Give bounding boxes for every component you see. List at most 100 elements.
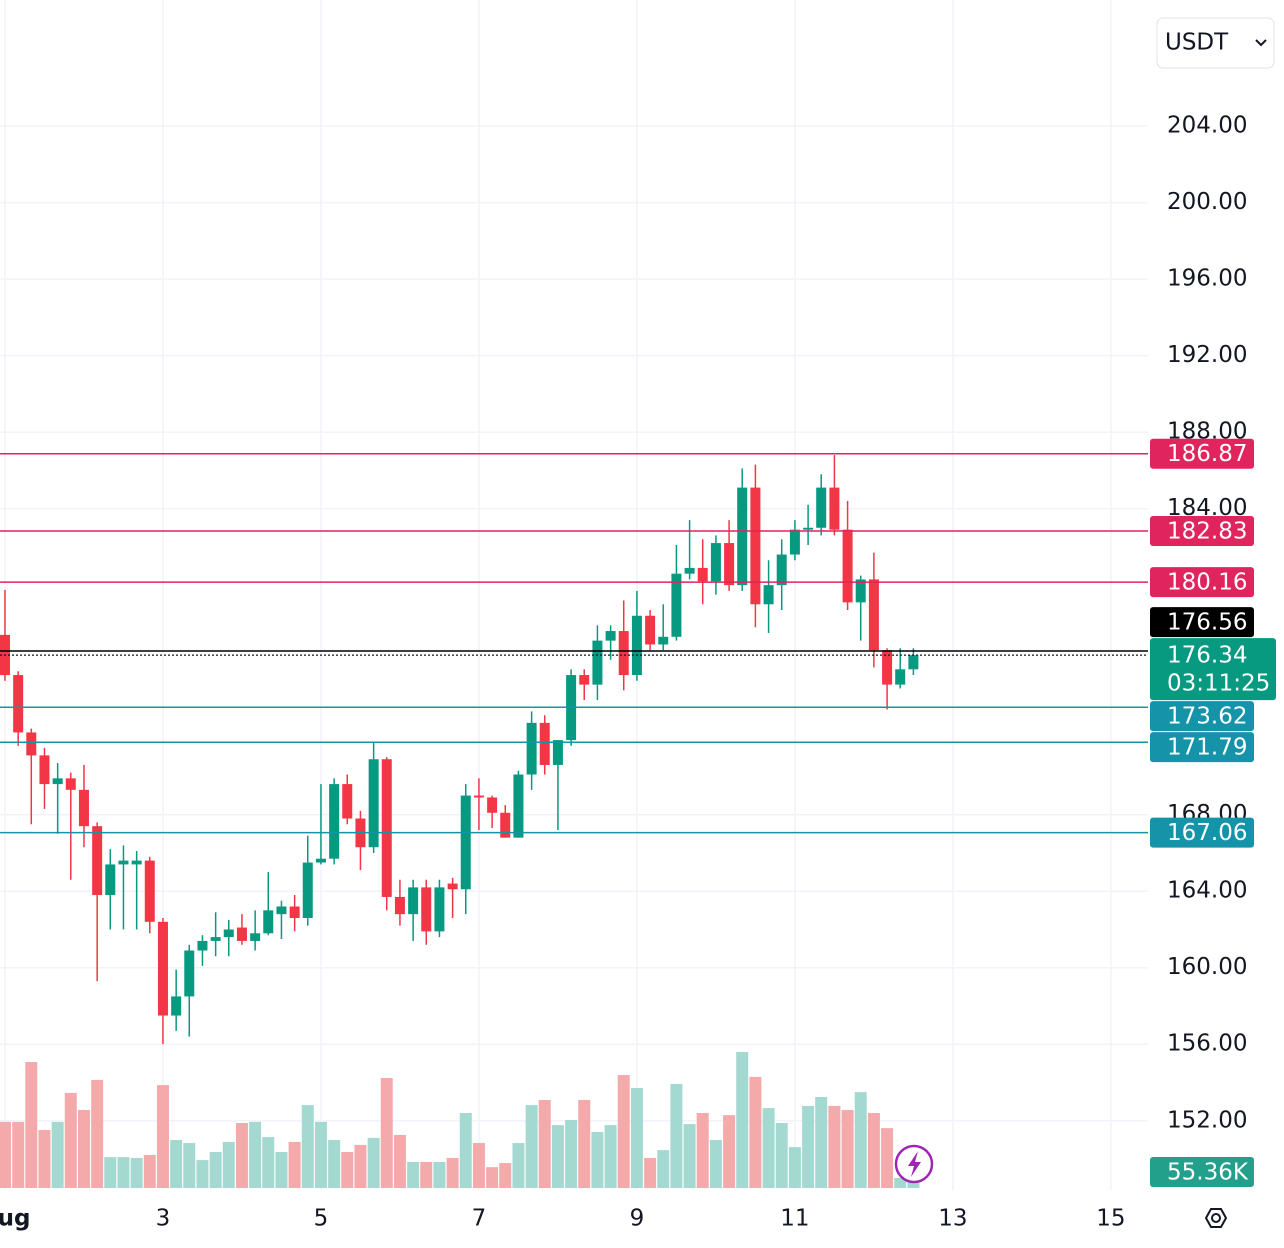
volume-bar bbox=[420, 1161, 433, 1188]
volume-bar bbox=[12, 1121, 25, 1188]
candle-body bbox=[157, 921, 168, 1016]
candle-body bbox=[500, 812, 511, 838]
candle-body bbox=[855, 579, 866, 603]
candle-body bbox=[631, 615, 642, 676]
candle-body bbox=[750, 487, 761, 605]
candle-body bbox=[671, 573, 682, 637]
candle-body bbox=[447, 883, 458, 890]
candle-body bbox=[421, 887, 432, 932]
volume-bar bbox=[551, 1125, 564, 1188]
volume-bar bbox=[51, 1121, 64, 1188]
candle-body bbox=[342, 784, 353, 819]
candle-body bbox=[513, 774, 524, 838]
y-tick-label: 192.00 bbox=[1167, 342, 1247, 368]
lightning-button[interactable] bbox=[894, 1144, 934, 1184]
level-label: 171.79 bbox=[1167, 735, 1247, 761]
candle-body bbox=[803, 527, 814, 530]
volume-bar bbox=[512, 1143, 525, 1188]
volume-badge bbox=[1150, 1157, 1254, 1187]
candle-body bbox=[789, 529, 800, 555]
candle-body bbox=[131, 860, 142, 865]
volume-bar bbox=[209, 1151, 222, 1188]
candle-body bbox=[315, 858, 326, 863]
volume-bar bbox=[723, 1115, 736, 1188]
volume-bar bbox=[775, 1122, 788, 1188]
candle-body bbox=[487, 797, 498, 813]
candle-body bbox=[26, 732, 37, 756]
x-tick-label: 7 bbox=[472, 1206, 487, 1232]
candle-body bbox=[223, 929, 234, 938]
candle-body bbox=[118, 860, 129, 865]
volume-bar bbox=[91, 1079, 104, 1188]
candle-body bbox=[592, 640, 603, 685]
currency-box[interactable] bbox=[1156, 17, 1275, 69]
volume-bar bbox=[683, 1124, 696, 1188]
x-tick-label: 3 bbox=[156, 1206, 171, 1232]
candle-body bbox=[394, 896, 405, 915]
volume-bar bbox=[104, 1157, 117, 1188]
y-tick-label: 200.00 bbox=[1167, 189, 1247, 215]
volume-bar bbox=[380, 1078, 393, 1188]
volume-bar bbox=[249, 1121, 262, 1188]
candle-body bbox=[302, 862, 313, 918]
level-label: 182.83 bbox=[1167, 519, 1247, 545]
settings-button[interactable] bbox=[1204, 1208, 1228, 1228]
level-badge bbox=[1150, 516, 1254, 547]
volume-bar bbox=[709, 1140, 722, 1188]
chevron[interactable] bbox=[1255, 39, 1267, 47]
volume-bar bbox=[328, 1140, 341, 1188]
volume-bar bbox=[525, 1105, 538, 1188]
candle-body bbox=[408, 887, 419, 915]
volume-bar bbox=[117, 1157, 130, 1188]
currency-label[interactable]: USDT bbox=[1165, 30, 1229, 56]
volume-bar bbox=[736, 1052, 749, 1188]
candle-body bbox=[710, 543, 721, 582]
volume-bar bbox=[301, 1105, 314, 1188]
candle-body bbox=[289, 906, 300, 918]
x-tick-label: 9 bbox=[630, 1206, 645, 1232]
candle-body bbox=[184, 950, 195, 997]
candle-body bbox=[724, 543, 735, 586]
volume-bar bbox=[393, 1134, 406, 1188]
y-tick-label: 160.00 bbox=[1167, 954, 1247, 980]
level-label: 176.56 bbox=[1167, 610, 1247, 636]
volume-bar bbox=[77, 1109, 90, 1188]
level-badge bbox=[1150, 567, 1254, 598]
x-tick-label: ug bbox=[0, 1206, 30, 1232]
settings-hex[interactable] bbox=[1204, 1208, 1228, 1228]
x-tick-label: 15 bbox=[1096, 1206, 1125, 1232]
price-axis: ug 3 5 7 9 11 13 15152.00156.00160.00164.00168.… bbox=[0, 113, 1276, 1232]
volume-bar bbox=[486, 1167, 499, 1188]
candle-body bbox=[39, 755, 50, 785]
candle-body bbox=[473, 795, 484, 798]
volume-bar bbox=[604, 1125, 617, 1188]
last-price-badge bbox=[1150, 638, 1276, 701]
volume-bar bbox=[788, 1147, 801, 1188]
volume-bar bbox=[288, 1141, 301, 1188]
volume-bar bbox=[802, 1105, 815, 1188]
countdown-label: 03:11:25 bbox=[1167, 671, 1270, 697]
settings-dot[interactable] bbox=[1211, 1213, 1221, 1223]
candle-body bbox=[276, 906, 287, 915]
x-tick-label: 5 bbox=[314, 1206, 329, 1232]
y-tick-label: 204.00 bbox=[1167, 113, 1247, 139]
candle-body bbox=[684, 567, 695, 574]
lightning-icon[interactable] bbox=[908, 1151, 921, 1177]
candle-body bbox=[434, 887, 445, 932]
candle-body bbox=[658, 636, 669, 645]
volume-bar bbox=[591, 1131, 604, 1188]
candle-body bbox=[144, 860, 155, 922]
volume-bar bbox=[156, 1085, 169, 1188]
volume-bar bbox=[854, 1092, 867, 1188]
volume-bar bbox=[25, 1062, 38, 1188]
candle-body bbox=[618, 631, 629, 676]
candle-body bbox=[65, 778, 76, 790]
volume-bar bbox=[578, 1099, 591, 1188]
volume-bar bbox=[617, 1075, 630, 1188]
volume-bar bbox=[657, 1150, 670, 1188]
candle-body bbox=[552, 740, 563, 765]
volume-bar bbox=[222, 1141, 235, 1188]
currency-select[interactable]: USDT bbox=[1156, 17, 1275, 69]
volume-bar bbox=[815, 1096, 828, 1188]
